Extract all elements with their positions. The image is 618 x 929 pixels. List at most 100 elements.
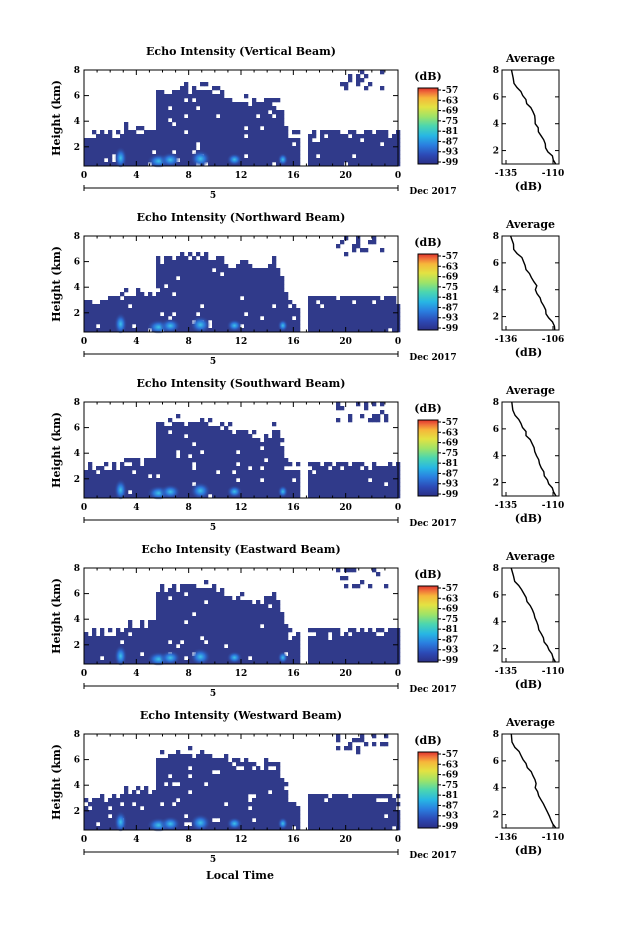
heatmap-cell [160, 130, 165, 135]
heatmap-cell [184, 640, 189, 645]
heatmap-cell [368, 240, 373, 245]
heatmap-cell [188, 98, 193, 103]
heatmap-cell [100, 130, 105, 135]
heatmap-cell [184, 584, 189, 589]
heatmap-cell [204, 790, 209, 795]
heatmap-cell [104, 308, 109, 313]
heatmap-cell [176, 770, 181, 775]
heatmap-cell [184, 154, 189, 159]
heatmap-cell [164, 308, 169, 313]
heatmap-cell [272, 280, 277, 285]
heatmap-cell [148, 150, 153, 155]
heatmap-cell [244, 758, 249, 763]
heatmap-cell [292, 640, 297, 645]
heatmap-cell [108, 656, 113, 661]
heatmap-cell [128, 806, 133, 811]
heatmap-cell [272, 810, 277, 815]
heatmap-cell [256, 814, 261, 819]
heatmap-cell [88, 324, 93, 329]
heatmap-cell [148, 296, 153, 301]
heatmap-cell [148, 644, 153, 649]
heatmap-cell [272, 328, 277, 333]
heatmap-cell [324, 328, 329, 333]
date-label: Dec 2017 [409, 519, 456, 529]
heatmap-cell [128, 478, 133, 483]
heatmap-cell [124, 806, 129, 811]
heatmap-cell [180, 146, 185, 151]
heatmap-cell [268, 122, 273, 127]
heatmap-cell [228, 118, 233, 123]
heatmap-cell [244, 276, 249, 281]
heatmap-cell [156, 256, 161, 261]
heatmap-cell [200, 592, 205, 597]
heatmap-cell [276, 766, 281, 771]
heatmap-cell [112, 656, 117, 661]
heatmap-cell [248, 652, 253, 657]
heatmap-cell [284, 826, 289, 831]
heatmap-cell [188, 778, 193, 783]
heatmap-cell [272, 106, 277, 111]
heatmap-cell [284, 300, 289, 305]
heatmap-cell [392, 470, 397, 475]
heatmap-cell [204, 426, 209, 431]
heatmap-cell [268, 458, 273, 463]
heatmap-cell [324, 296, 329, 301]
heatmap-cell [156, 644, 161, 649]
heatmap-cell [340, 478, 345, 483]
heatmap-cell [356, 138, 361, 143]
heatmap-cell [112, 644, 117, 649]
heatmap-cell [192, 810, 197, 815]
heatmap-cell [268, 612, 273, 617]
heatmap-cell [248, 458, 253, 463]
heatmap-cell [292, 320, 297, 325]
heatmap-cell [200, 418, 205, 423]
heatmap-cell [284, 790, 289, 795]
heatmap-cell [140, 304, 145, 309]
heatmap-cell [184, 462, 189, 467]
heatmap-cell [292, 636, 297, 641]
heatmap-cell [120, 300, 125, 305]
heatmap-cell [260, 470, 265, 475]
heatmap-cell [220, 814, 225, 819]
heatmap-cell [320, 478, 325, 483]
heatmap-cell [132, 312, 137, 317]
heatmap-cell [252, 790, 257, 795]
heatmap-cell [340, 636, 345, 641]
heatmap-cell [384, 414, 389, 419]
heatmap-cell [184, 438, 189, 443]
heatmap-cell [204, 252, 209, 257]
heatmap-cell [364, 304, 369, 309]
heatmap-cell [224, 770, 229, 775]
heatmap-cell [180, 474, 185, 479]
heatmap-cell [212, 442, 217, 447]
heatmap-cell [156, 596, 161, 601]
heatmap-cell [392, 474, 397, 479]
heatmap-cell [316, 296, 321, 301]
heatmap-cell [324, 324, 329, 329]
heatmap-cell [308, 794, 313, 799]
heatmap-cell [368, 652, 373, 657]
heatmap-cell [248, 494, 253, 499]
heatmap-cell [248, 122, 253, 127]
heatmap-cell [176, 434, 181, 439]
heatmap-cell [220, 758, 225, 763]
heatmap-cell [180, 434, 185, 439]
heatmap-cell [176, 90, 181, 95]
heatmap-cell [108, 324, 113, 329]
heatmap-cell [236, 494, 241, 499]
heatmap-cell [136, 822, 141, 827]
heatmap-cell [248, 600, 253, 605]
heatmap-cell [312, 802, 317, 807]
heatmap-cell [216, 458, 221, 463]
heatmap-cell [340, 150, 345, 155]
heatmap-cell [204, 770, 209, 775]
echo-core [226, 317, 243, 331]
heatmap-cell [380, 660, 385, 665]
heatmap-cell [208, 126, 213, 131]
heatmap-cell [216, 636, 221, 641]
heatmap-cell [164, 130, 169, 135]
heatmap-cell [368, 584, 373, 589]
heatmap-cell [160, 98, 165, 103]
heatmap-cell [328, 162, 333, 167]
heatmap-cell [108, 316, 113, 321]
